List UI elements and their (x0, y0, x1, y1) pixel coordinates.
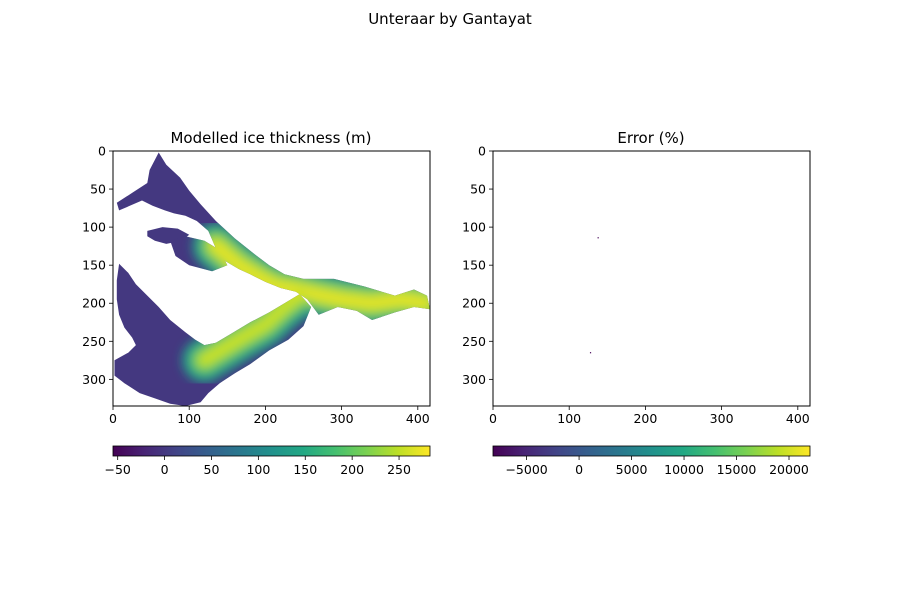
colorbar-tick-label: 250 (387, 462, 411, 477)
colorbar-tick-label: 10000 (664, 462, 704, 477)
colorbar-tick-label: 100 (246, 462, 270, 477)
thickness-panel-title: Modelled ice thickness (m) (170, 129, 371, 147)
x-tick-label: 200 (253, 411, 277, 426)
x-tick-label: 200 (633, 411, 657, 426)
y-tick-label: 300 (462, 372, 486, 387)
flowline-core (209, 240, 430, 310)
x-tick-label: 100 (177, 411, 201, 426)
y-tick-label: 200 (462, 296, 486, 311)
thickness-field (182, 223, 430, 383)
error-panel-title: Error (%) (617, 129, 684, 147)
thickness-axes-frame (112, 150, 431, 407)
y-tick-label: 50 (470, 182, 486, 197)
y-tick-label: 50 (90, 182, 106, 197)
y-tick-label: 300 (82, 372, 106, 387)
thickness-x-axis: 0 100 200 300 400 (109, 406, 430, 426)
x-tick-label: 300 (330, 411, 354, 426)
thickness-colorbar-gradient (112, 445, 431, 457)
y-tick-label: 250 (462, 334, 486, 349)
colorbar-tick-label: 150 (293, 462, 317, 477)
colorbar-tick-label: 20000 (769, 462, 809, 477)
thickness-panel: Modelled ice thickness (m) 0 100 200 300 400… (82, 129, 431, 477)
y-tick-label: 200 (82, 296, 106, 311)
y-tick-label: 150 (82, 258, 106, 273)
error-axes-frame (492, 150, 811, 407)
x-tick-label: 300 (710, 411, 734, 426)
y-tick-label: 100 (462, 220, 486, 235)
thickness-heatmap (114, 152, 430, 406)
colorbar-tick-label: 15000 (717, 462, 757, 477)
error-y-axis: 0 50 100 150 200 250 300 (462, 144, 493, 387)
x-tick-label: 400 (786, 411, 810, 426)
x-tick-label: 100 (557, 411, 581, 426)
y-tick-label: 0 (478, 144, 486, 159)
error-colorbar: −5000 0 5000 10000 15000 20000 (492, 445, 811, 477)
error-panel: Error (%) 0 100 200 300 400 0 50 100 150 200 250 3… (462, 129, 811, 477)
error-colorbar-ticks: −5000 0 5000 10000 15000 20000 (505, 456, 809, 477)
colorbar-tick-label: 50 (204, 462, 220, 477)
figure-suptitle: Unteraar by Gantayat (368, 10, 532, 28)
colorbar-tick-label: 0 (575, 462, 583, 477)
thickness-colorbar: −50 0 50 100 150 200 250 (104, 445, 431, 477)
x-tick-label: 0 (489, 411, 497, 426)
y-tick-label: 100 (82, 220, 106, 235)
y-tick-label: 250 (82, 334, 106, 349)
x-tick-label: 0 (109, 411, 117, 426)
thickness-y-axis: 0 50 100 150 200 250 300 (82, 144, 113, 387)
colorbar-tick-label: 200 (340, 462, 364, 477)
south-flowline-core (198, 289, 306, 367)
y-tick-label: 0 (98, 144, 106, 159)
error-point (589, 352, 592, 354)
error-colorbar-gradient (492, 445, 811, 457)
error-x-axis: 0 100 200 300 400 (489, 406, 810, 426)
colorbar-tick-label: −50 (104, 462, 130, 477)
colorbar-tick-label: 0 (161, 462, 169, 477)
colorbar-tick-label: 5000 (616, 462, 648, 477)
x-tick-label: 400 (406, 411, 430, 426)
error-point (597, 237, 599, 239)
colorbar-tick-label: −5000 (505, 462, 547, 477)
glacier-south-tributary (114, 263, 312, 406)
thickness-colorbar-ticks: −50 0 50 100 150 200 250 (104, 456, 411, 477)
y-tick-label: 150 (462, 258, 486, 273)
error-heatmap (589, 237, 599, 354)
